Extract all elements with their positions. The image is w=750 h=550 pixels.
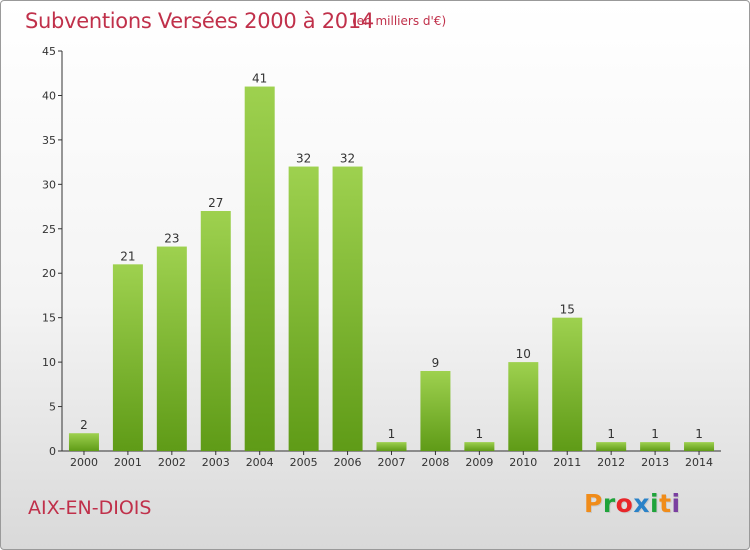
x-tick-label: 2012 [597,456,625,469]
y-tick-label: 45 [42,45,56,58]
logo-letter: i [671,489,681,518]
data-label: 1 [695,427,703,441]
x-tick-label: 2011 [553,456,581,469]
bar-2000 [68,433,99,451]
y-tick-label: 35 [42,134,56,147]
y-axis: 0 5 10 15 20 25 30 35 40 45 [42,45,63,458]
y-tick-label: 0 [49,445,56,458]
bar-2006 [332,166,363,452]
bar-2004 [244,86,275,452]
y-tick-label: 40 [42,89,56,102]
bar-2011 [552,317,583,451]
data-label: 1 [607,427,615,441]
y-tick-label: 15 [42,312,56,325]
data-label: 15 [560,303,575,317]
data-label: 21 [120,249,135,263]
y-tick-label: 20 [42,267,56,280]
x-tick-label: 2009 [465,456,493,469]
data-label: 10 [516,347,531,361]
logo-letter: i [650,489,660,518]
x-tick-label: 2014 [685,456,713,469]
data-label: 2 [80,418,88,432]
x-tick-label: 2001 [114,456,142,469]
data-label: 1 [651,427,659,441]
x-axis: 2000 2001 2002 2003 2004 2005 2006 2007 2008 2009… [62,450,721,469]
x-tick-label: 2013 [641,456,669,469]
x-tick-label: 2010 [509,456,537,469]
bar-2012 [596,442,627,451]
bar-2005 [288,166,319,452]
bar-2010 [508,362,539,451]
bars [68,86,715,452]
chart-title: Subventions Versées 2000 à 2014 [25,9,374,33]
data-label: 9 [432,356,440,370]
x-tick-label: 2002 [158,456,186,469]
data-label: 32 [340,152,355,166]
logo-letter: x [633,489,650,518]
data-label: 27 [208,196,223,210]
bar-2014 [684,442,715,451]
bar-2002 [156,246,187,451]
data-label: 1 [476,427,484,441]
logo-letter: t [659,489,672,518]
data-label: 32 [296,152,311,166]
bar-2007 [376,442,407,451]
data-label: 1 [388,427,396,441]
logo-letter: r [602,489,616,518]
commune-name: AIX-EN-DIOIS [28,497,152,519]
x-tick-label: 2000 [70,456,98,469]
data-label: 41 [252,72,267,86]
x-tick-label: 2008 [421,456,449,469]
chart-unit-note: (en milliers d'€) [352,14,447,28]
data-label: 23 [164,232,179,246]
bar-2001 [112,264,143,451]
y-tick-label: 30 [42,178,56,191]
y-tick-label: 5 [49,401,56,414]
x-tick-label: 2003 [202,456,230,469]
x-tick-label: 2004 [246,456,274,469]
y-tick-label: 10 [42,356,56,369]
logo-letter: P [584,489,603,518]
bar-2003 [200,211,231,451]
proxiti-logo: Proxiti [584,489,681,518]
x-tick-label: 2005 [290,456,318,469]
x-tick-label: 2006 [334,456,362,469]
data-labels: 2 21 23 27 41 32 32 1 9 1 10 15 1 1 1 [80,72,703,442]
y-tick-label: 25 [42,223,56,236]
logo-letter: o [615,489,634,518]
bar-2009 [464,442,495,451]
bar-2013 [640,442,671,451]
x-tick-label: 2007 [378,456,406,469]
bar-2008 [420,371,451,451]
